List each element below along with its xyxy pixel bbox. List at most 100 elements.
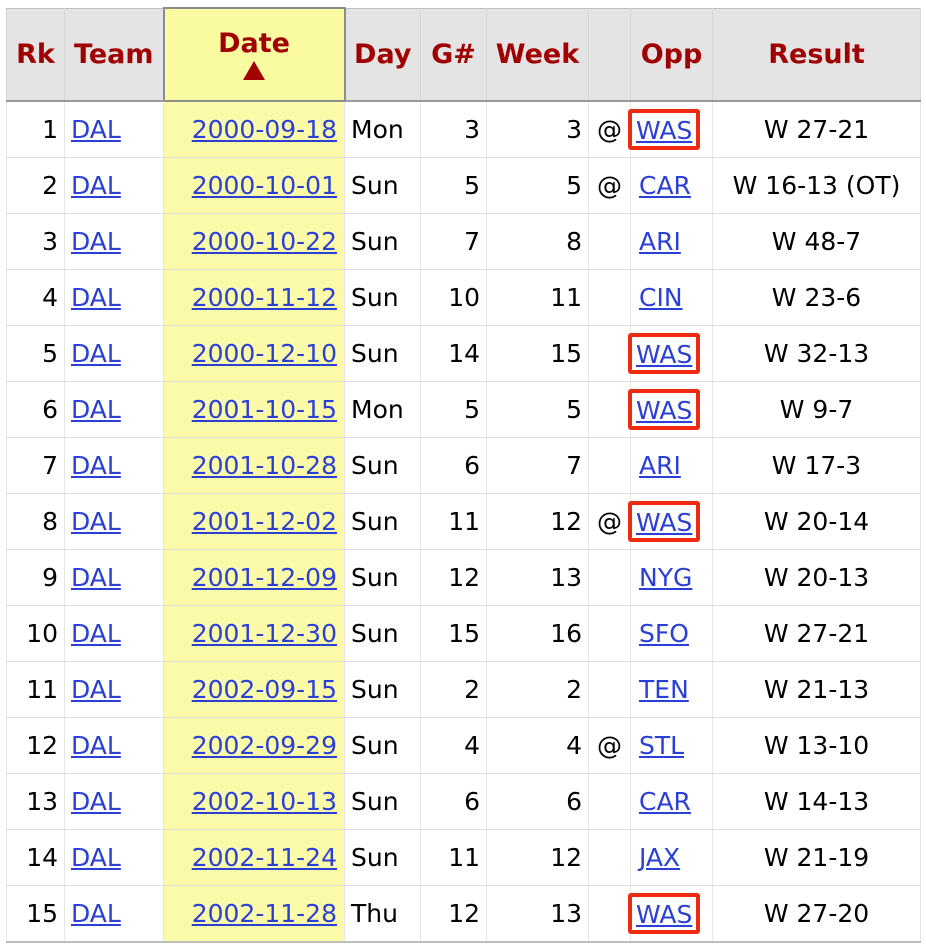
result-cell: W 32-13 xyxy=(712,325,921,382)
opponent-link[interactable]: WAS xyxy=(636,116,693,145)
week-cell: 16 xyxy=(486,605,589,662)
opponent-cell: ARI xyxy=(630,213,713,270)
opponent-link[interactable]: WAS xyxy=(636,900,693,929)
date-link[interactable]: 2001-10-15 xyxy=(191,395,337,424)
date-link[interactable]: 2001-12-30 xyxy=(191,619,337,648)
date-link[interactable]: 2000-11-12 xyxy=(191,283,337,312)
team-link[interactable]: DAL xyxy=(71,339,121,368)
table-body: 1 DAL 2000-09-18 Mon 3 3 @ WAS W 27-21 2… xyxy=(6,101,921,943)
opponent-link[interactable]: CIN xyxy=(639,283,683,312)
rank-cell: 10 xyxy=(6,605,65,662)
day-cell: Sun xyxy=(344,717,421,774)
opponent-link[interactable]: WAS xyxy=(636,396,693,425)
date-link[interactable]: 2000-09-18 xyxy=(191,115,337,144)
opponent-wrap: CAR xyxy=(639,787,691,816)
opponent-cell: WAS xyxy=(628,381,713,438)
week-cell: 13 xyxy=(486,549,589,606)
column-header-date[interactable]: Date xyxy=(162,7,346,102)
result-cell: W 48-7 xyxy=(712,213,921,270)
team-link[interactable]: DAL xyxy=(71,731,121,760)
team-link[interactable]: DAL xyxy=(71,227,121,256)
column-header-opp[interactable]: Opp xyxy=(630,7,713,102)
column-header-team[interactable]: Team xyxy=(64,7,164,102)
table-row: 2 DAL 2000-10-01 Sun 5 5 @ CAR W 16-13 (… xyxy=(6,157,921,214)
date-link[interactable]: 2002-11-28 xyxy=(191,899,337,928)
team-cell: DAL xyxy=(64,829,164,886)
opponent-wrap: JAX xyxy=(639,843,680,872)
team-link[interactable]: DAL xyxy=(71,899,121,928)
game-number-cell: 7 xyxy=(420,213,487,270)
opponent-link[interactable]: CAR xyxy=(639,171,691,200)
location-cell: @ xyxy=(588,493,631,550)
team-cell: DAL xyxy=(64,717,164,774)
date-link[interactable]: 2002-10-13 xyxy=(191,787,337,816)
column-header-day[interactable]: Day xyxy=(344,7,421,102)
opponent-link[interactable]: STL xyxy=(639,731,685,760)
opponent-highlight-box: WAS xyxy=(628,893,701,934)
date-link[interactable]: 2002-11-24 xyxy=(191,843,337,872)
result-cell: W 20-14 xyxy=(712,493,921,550)
location-cell: @ xyxy=(588,157,631,214)
date-link[interactable]: 2002-09-29 xyxy=(191,731,337,760)
location-cell xyxy=(588,213,631,270)
date-cell: 2002-10-13 xyxy=(163,773,345,830)
date-link[interactable]: 2000-10-01 xyxy=(191,171,337,200)
team-link[interactable]: DAL xyxy=(71,451,121,480)
week-cell: 11 xyxy=(486,269,589,326)
date-cell: 2001-10-15 xyxy=(163,381,345,438)
date-link[interactable]: 2000-10-22 xyxy=(191,227,337,256)
team-link[interactable]: DAL xyxy=(71,171,121,200)
date-link[interactable]: 2000-12-10 xyxy=(191,339,337,368)
date-link[interactable]: 2001-12-09 xyxy=(191,563,337,592)
team-cell: DAL xyxy=(64,269,164,326)
opponent-cell: NYG xyxy=(630,549,713,606)
result-cell: W 20-13 xyxy=(712,549,921,606)
opponent-cell: WAS xyxy=(628,325,713,382)
opponent-link[interactable]: ARI xyxy=(639,227,681,256)
column-header-result[interactable]: Result xyxy=(712,7,921,102)
week-cell: 13 xyxy=(486,885,589,943)
date-link[interactable]: 2001-12-02 xyxy=(191,507,337,536)
rank-cell: 13 xyxy=(6,773,65,830)
column-header-week[interactable]: Week xyxy=(486,7,589,102)
game-number-cell: 6 xyxy=(420,773,487,830)
opponent-link[interactable]: CAR xyxy=(639,787,691,816)
team-link[interactable]: DAL xyxy=(71,115,121,144)
date-link[interactable]: 2001-10-28 xyxy=(191,451,337,480)
opponent-link[interactable]: WAS xyxy=(636,340,693,369)
date-cell: 2002-09-29 xyxy=(163,717,345,774)
opponent-link[interactable]: ARI xyxy=(639,451,681,480)
rank-cell: 15 xyxy=(6,885,65,943)
team-link[interactable]: DAL xyxy=(71,787,121,816)
table-row: 7 DAL 2001-10-28 Sun 6 7 ARI W 17-3 xyxy=(6,437,921,494)
team-cell: DAL xyxy=(64,773,164,830)
column-header-location[interactable] xyxy=(588,7,631,102)
team-link[interactable]: DAL xyxy=(71,563,121,592)
opponent-link[interactable]: TEN xyxy=(639,675,689,704)
date-link[interactable]: 2002-09-15 xyxy=(191,675,337,704)
rank-cell: 12 xyxy=(6,717,65,774)
team-link[interactable]: DAL xyxy=(71,283,121,312)
team-link[interactable]: DAL xyxy=(71,395,121,424)
team-link[interactable]: DAL xyxy=(71,507,121,536)
opponent-link[interactable]: JAX xyxy=(639,843,681,872)
day-cell: Sun xyxy=(344,437,421,494)
opponent-link[interactable]: NYG xyxy=(639,563,693,592)
column-header-rk[interactable]: Rk xyxy=(6,7,65,102)
game-number-cell: 15 xyxy=(420,605,487,662)
rank-cell: 6 xyxy=(6,381,65,438)
team-link[interactable]: DAL xyxy=(71,619,121,648)
team-link[interactable]: DAL xyxy=(71,675,121,704)
team-cell: DAL xyxy=(64,661,164,718)
opponent-link[interactable]: SFO xyxy=(639,619,689,648)
rank-cell: 14 xyxy=(6,829,65,886)
opponent-link[interactable]: WAS xyxy=(636,508,693,537)
location-cell xyxy=(588,605,631,662)
location-cell xyxy=(588,661,631,718)
sort-arrow-up-icon xyxy=(243,61,265,80)
team-link[interactable]: DAL xyxy=(71,843,121,872)
team-cell: DAL xyxy=(64,325,164,382)
column-header-game-number[interactable]: G# xyxy=(420,7,487,102)
result-cell: W 13-10 xyxy=(712,717,921,774)
opponent-highlight-box: WAS xyxy=(628,389,701,430)
